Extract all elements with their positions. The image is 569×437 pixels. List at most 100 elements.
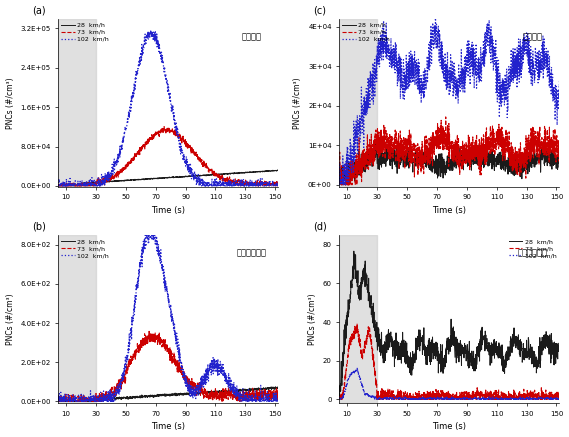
102  km/h <box>171 322 178 327</box>
73  km/h <box>272 388 279 394</box>
28  km/h <box>556 347 563 353</box>
28  km/h <box>438 358 445 364</box>
28  km/h <box>412 149 419 154</box>
73  km/h <box>146 327 152 333</box>
73  km/h <box>553 136 560 141</box>
Bar <box>58 19 96 187</box>
73  km/h <box>336 174 343 179</box>
73  km/h <box>131 354 138 360</box>
102  km/h <box>438 395 445 400</box>
73  km/h <box>275 183 282 188</box>
73  km/h <box>108 173 115 178</box>
73  km/h <box>160 124 167 129</box>
73  km/h <box>515 153 522 158</box>
28  km/h <box>351 249 357 254</box>
28  km/h <box>108 179 115 184</box>
28  km/h <box>233 170 240 176</box>
73  km/h <box>336 397 343 402</box>
Text: (c): (c) <box>313 5 326 15</box>
102  km/h <box>412 397 419 402</box>
102  km/h <box>275 182 282 187</box>
28  km/h <box>55 183 61 188</box>
102  km/h <box>55 183 61 188</box>
28  km/h <box>515 341 522 346</box>
73  km/h <box>156 130 163 135</box>
28  km/h <box>452 342 459 347</box>
Line: 73  km/h: 73 km/h <box>58 127 278 186</box>
102  km/h <box>108 168 115 173</box>
Text: 마이크로입자: 마이크로입자 <box>518 249 548 257</box>
28  km/h <box>390 339 397 344</box>
Line: 28  km/h: 28 km/h <box>339 142 559 185</box>
73  km/h <box>171 359 178 364</box>
28  km/h <box>55 399 62 404</box>
28  km/h <box>452 160 459 165</box>
28  km/h <box>275 168 282 173</box>
73  km/h <box>412 390 419 395</box>
102  km/h <box>156 49 163 54</box>
73  km/h <box>108 385 115 390</box>
73  km/h <box>337 182 344 187</box>
102  km/h <box>556 78 563 83</box>
28  km/h <box>336 397 343 402</box>
Line: 28  km/h: 28 km/h <box>58 170 278 186</box>
28  km/h <box>553 157 560 163</box>
102  km/h <box>412 58 419 63</box>
28  km/h <box>339 182 345 187</box>
102  km/h <box>131 81 138 86</box>
28  km/h <box>171 392 178 397</box>
Bar <box>339 19 377 187</box>
73  km/h <box>234 179 241 184</box>
102  km/h <box>336 396 343 401</box>
102  km/h <box>147 28 154 33</box>
28  km/h <box>131 395 138 400</box>
73  km/h <box>553 397 560 402</box>
102  km/h <box>131 303 138 308</box>
Legend: 28  km/h, 73  km/h, 102  km/h: 28 km/h, 73 km/h, 102 km/h <box>341 22 391 42</box>
Legend: 28  km/h, 73  km/h, 102  km/h: 28 km/h, 73 km/h, 102 km/h <box>60 239 110 259</box>
73  km/h <box>438 118 444 123</box>
Line: 28  km/h: 28 km/h <box>58 387 278 401</box>
73  km/h <box>336 395 343 401</box>
X-axis label: Time (s): Time (s) <box>432 206 467 215</box>
Text: 나노입자: 나노입자 <box>242 32 262 41</box>
102  km/h <box>432 6 439 11</box>
28  km/h <box>108 397 115 402</box>
73  km/h <box>131 153 138 159</box>
102  km/h <box>553 106 560 111</box>
102  km/h <box>337 397 344 402</box>
73  km/h <box>275 397 282 402</box>
73  km/h <box>452 394 459 399</box>
102  km/h <box>108 399 115 404</box>
73  km/h <box>55 182 61 187</box>
Text: (a): (a) <box>32 5 46 15</box>
28  km/h <box>156 393 163 399</box>
73  km/h <box>438 391 445 396</box>
73  km/h <box>442 114 449 120</box>
28  km/h <box>274 167 281 173</box>
Y-axis label: PNCs (#/cm³): PNCs (#/cm³) <box>308 293 317 345</box>
102  km/h <box>146 220 152 225</box>
28  km/h <box>515 165 522 170</box>
28  km/h <box>55 399 61 404</box>
102  km/h <box>438 39 444 44</box>
Line: 102  km/h: 102 km/h <box>58 222 278 401</box>
102  km/h <box>553 397 560 402</box>
73  km/h <box>556 153 563 158</box>
102  km/h <box>452 75 459 80</box>
73  km/h <box>171 129 178 134</box>
102  km/h <box>556 396 563 402</box>
102  km/h <box>234 390 241 395</box>
Line: 102  km/h: 102 km/h <box>339 8 559 185</box>
73  km/h <box>233 395 240 400</box>
28  km/h <box>272 385 279 390</box>
Text: 마이크로입자: 마이크로입자 <box>237 249 267 257</box>
102  km/h <box>275 394 282 399</box>
102  km/h <box>452 397 459 402</box>
28  km/h <box>275 384 282 389</box>
28  km/h <box>556 155 563 160</box>
Line: 73  km/h: 73 km/h <box>58 330 278 401</box>
X-axis label: Time (s): Time (s) <box>151 423 185 431</box>
102  km/h <box>272 399 279 404</box>
Y-axis label: PNCs (#/cm³): PNCs (#/cm³) <box>294 77 303 128</box>
